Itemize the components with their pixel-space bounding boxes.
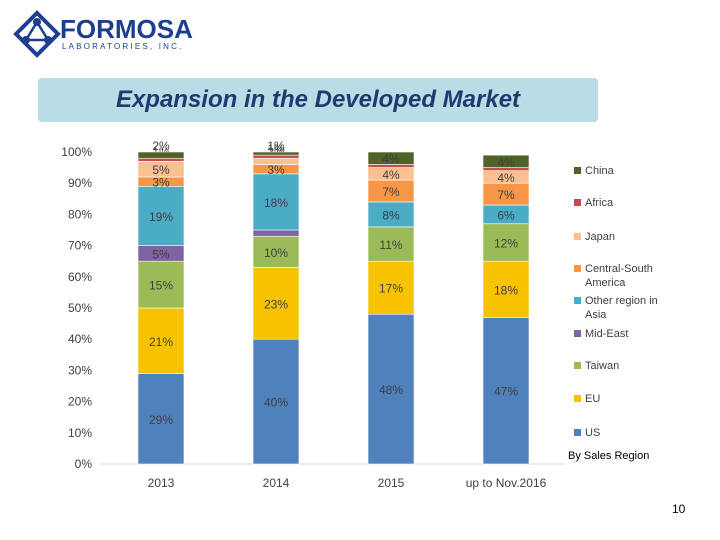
legend-swatch xyxy=(574,362,581,369)
legend-label: EU xyxy=(585,393,600,405)
bar-segment xyxy=(367,226,415,262)
legend-label: US xyxy=(585,427,600,439)
bar-segment xyxy=(252,235,300,268)
data-label: 4% xyxy=(497,155,515,169)
y-tick-label: 10% xyxy=(68,426,92,440)
legend-label: Taiwan xyxy=(585,360,619,372)
legend-swatch xyxy=(574,395,581,402)
legend-label: Japan xyxy=(585,231,615,243)
y-tick-label: 60% xyxy=(68,270,92,284)
bar-segment xyxy=(137,186,185,246)
y-tick-label: 0% xyxy=(75,457,93,471)
bar-segment xyxy=(482,154,530,168)
data-label: 48% xyxy=(379,383,403,397)
data-label: 18% xyxy=(264,196,288,210)
legend-label: Other region in xyxy=(585,295,658,307)
data-label: 40% xyxy=(264,396,288,410)
data-label: 15% xyxy=(149,279,173,293)
bar-segment xyxy=(137,307,185,374)
data-label: 17% xyxy=(379,282,403,296)
slide-title: Expansion in the Developed Market xyxy=(115,86,521,113)
bar-segment xyxy=(367,151,415,165)
data-label: 6% xyxy=(497,208,515,222)
bar-segment xyxy=(137,373,185,465)
logo-mark-icon xyxy=(13,10,61,58)
bar-segment xyxy=(367,260,415,315)
x-tick-label: 2014 xyxy=(263,476,290,490)
data-label: 21% xyxy=(149,335,173,349)
y-tick-label: 20% xyxy=(68,395,92,409)
data-label: 7% xyxy=(497,188,515,202)
legend-label: China xyxy=(585,165,615,177)
x-tick-label: 2015 xyxy=(378,476,405,490)
title-banner xyxy=(38,78,598,122)
bar-segment xyxy=(367,201,415,228)
legend-label: Mid-East xyxy=(585,328,628,340)
bar-segment xyxy=(252,338,300,465)
data-label: 4% xyxy=(497,171,515,185)
bar-segment xyxy=(137,151,185,159)
data-label: 7% xyxy=(382,185,400,199)
legend-swatch xyxy=(574,429,581,436)
data-label: 47% xyxy=(494,385,518,399)
legend-swatch xyxy=(574,265,581,272)
legend-label: America xyxy=(585,277,626,289)
data-label: 11% xyxy=(379,238,402,252)
bar-segment xyxy=(252,173,300,231)
legend-swatch xyxy=(574,199,581,206)
x-tick-label: up to Nov.2016 xyxy=(466,476,547,490)
y-tick-label: 80% xyxy=(68,207,92,221)
company-logo xyxy=(12,10,182,60)
data-label: 3% xyxy=(267,163,285,177)
data-label: 3% xyxy=(152,176,170,190)
data-label: 19% xyxy=(149,210,173,224)
data-label: 10% xyxy=(264,246,288,260)
data-label: 23% xyxy=(264,297,288,311)
legend-label: Asia xyxy=(585,309,607,321)
data-label: 5% xyxy=(152,163,170,177)
x-tick-label: 2013 xyxy=(148,476,175,490)
legend-label: Africa xyxy=(585,197,614,209)
bar-segment xyxy=(252,267,300,340)
data-label: 5% xyxy=(152,247,170,261)
data-label: 1% xyxy=(267,139,285,153)
y-tick-label: 40% xyxy=(68,332,92,346)
data-label: 8% xyxy=(382,208,400,222)
data-label: 12% xyxy=(494,236,518,250)
bar-segment xyxy=(482,223,530,262)
legend-swatch xyxy=(574,233,581,240)
bar-segment xyxy=(137,260,185,309)
data-label: 4% xyxy=(382,168,400,182)
data-label: 18% xyxy=(494,283,518,297)
y-tick-label: 90% xyxy=(68,176,92,190)
logo-name: FORMOSA xyxy=(60,14,193,44)
y-tick-label: 50% xyxy=(68,301,92,315)
y-tick-label: 30% xyxy=(68,363,92,377)
data-label: 2% xyxy=(152,139,170,153)
page-number: 10 xyxy=(672,502,686,516)
bar-segment xyxy=(482,260,530,318)
legend-label: Central-South xyxy=(585,263,653,275)
bar-segment xyxy=(252,151,300,156)
legend-swatch xyxy=(574,167,581,174)
bar-segment xyxy=(482,317,530,465)
legend-swatch xyxy=(574,297,581,304)
bar-segment xyxy=(367,313,415,465)
y-tick-label: 70% xyxy=(68,239,92,253)
chart-note: By Sales Region xyxy=(568,450,650,462)
data-label: 29% xyxy=(149,413,173,427)
logo-subtitle: LABORATORIES, INC. xyxy=(62,42,184,51)
legend-swatch xyxy=(574,330,581,337)
y-tick-label: 100% xyxy=(61,145,92,159)
data-label: 4% xyxy=(382,152,400,166)
